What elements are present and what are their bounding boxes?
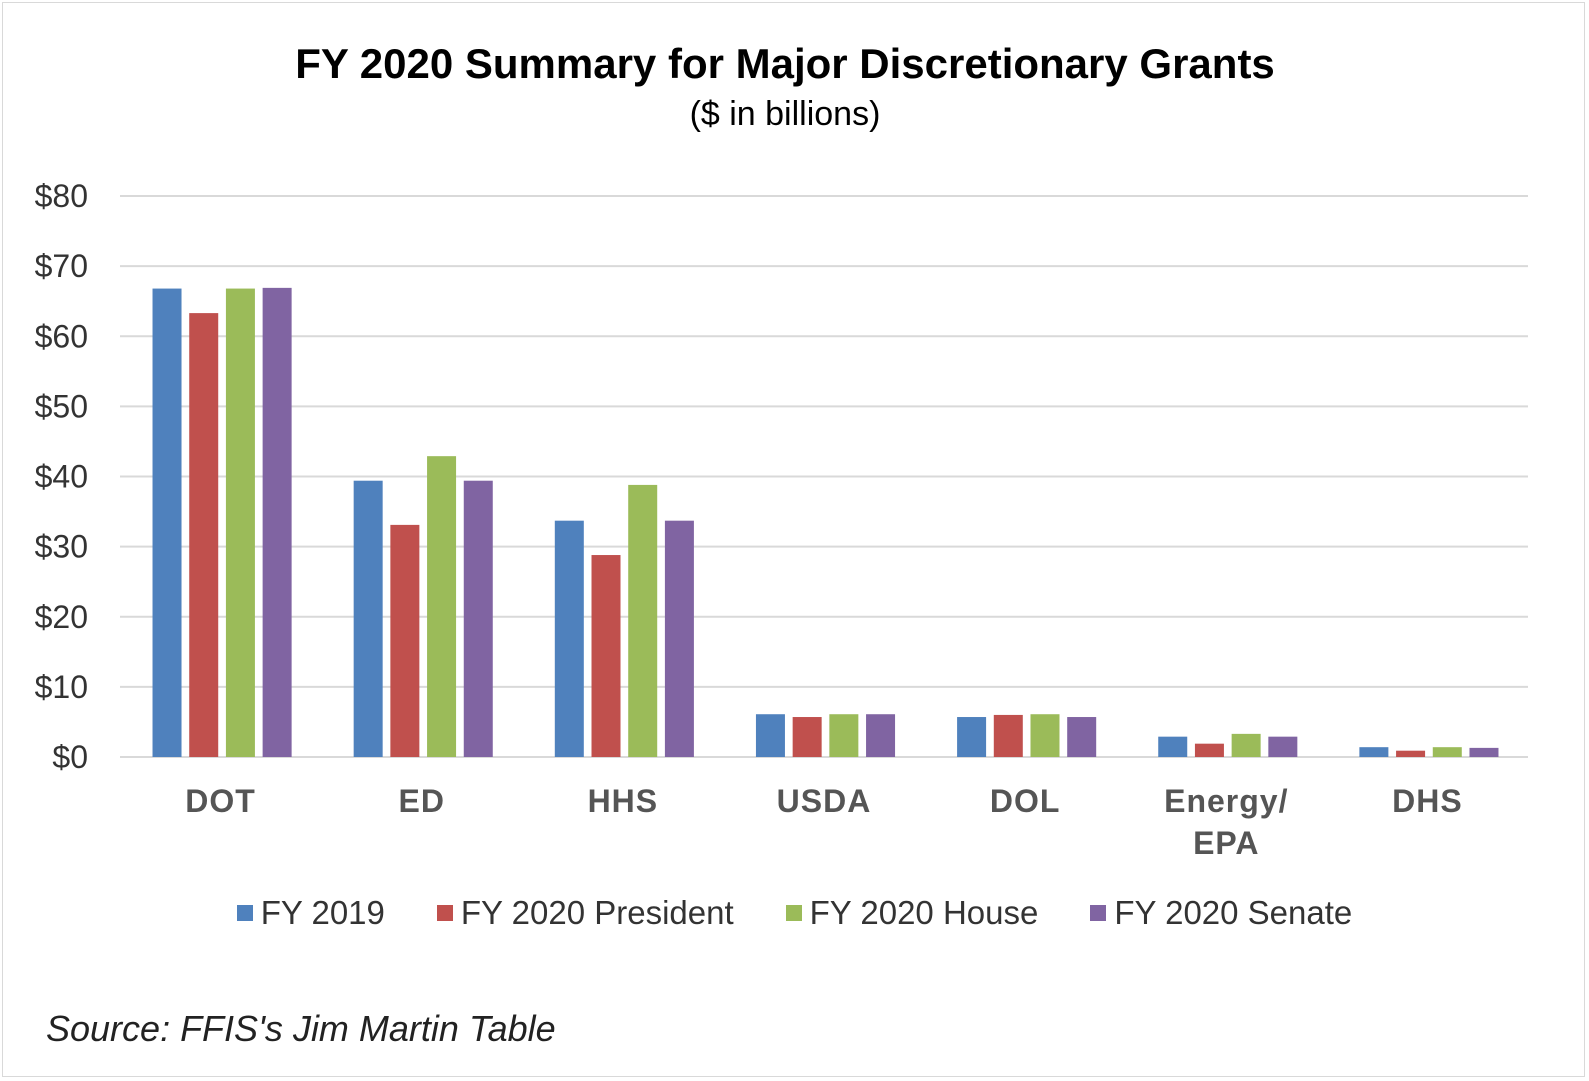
bar	[1194, 743, 1224, 757]
bar	[1359, 747, 1389, 757]
bar	[1432, 747, 1462, 757]
bar	[390, 524, 420, 757]
x-tick-label: Energy/ EPA	[1164, 783, 1289, 861]
bar	[866, 714, 896, 757]
x-tick-label: DOT	[185, 783, 256, 819]
y-tick-label: $10	[35, 669, 88, 705]
bar	[225, 288, 255, 757]
source-note: Source: FFIS's Jim Martin Table	[46, 1008, 556, 1049]
bar	[152, 288, 182, 757]
x-tick-label: HHS	[587, 783, 659, 819]
bar	[463, 480, 493, 757]
legend-swatch	[1090, 905, 1107, 921]
x-tick-label: USDA	[776, 783, 872, 819]
legend-label: FY 2019	[260, 894, 385, 931]
legend-item: FY 2020 House	[785, 894, 1039, 932]
y-tick-label: $80	[35, 178, 88, 214]
bar	[628, 484, 658, 757]
bar	[1067, 717, 1097, 757]
bar	[957, 717, 987, 757]
bar	[427, 456, 457, 757]
y-tick-label: $0	[52, 739, 88, 775]
bar	[664, 520, 694, 757]
y-tick-label: $70	[35, 248, 88, 284]
bar	[1030, 714, 1060, 757]
bar	[755, 714, 785, 757]
y-tick-label: $30	[35, 529, 88, 565]
chart-subtitle: ($ in billions)	[690, 95, 881, 133]
legend: FY 2019 FY 2020 President FY 2020 House FY …	[0, 894, 1589, 932]
legend-item: FY 2020 President	[436, 894, 734, 932]
y-tick-label: $60	[35, 318, 88, 354]
bar	[1469, 747, 1499, 757]
legend-swatch	[436, 905, 453, 921]
bar	[1231, 733, 1261, 757]
x-tick-label: DHS	[1392, 783, 1463, 819]
bar	[1396, 750, 1426, 757]
x-tick-label: DOL	[989, 783, 1061, 819]
legend-item: FY 2019	[236, 894, 385, 932]
bar	[353, 480, 383, 757]
legend-swatch	[236, 905, 253, 921]
chart-title: FY 2020 Summary for Major Discretionary …	[295, 40, 1275, 87]
y-tick-label: $50	[35, 388, 88, 424]
bar	[829, 714, 859, 757]
legend-label: FY 2020 President	[460, 894, 734, 931]
bar	[189, 313, 219, 757]
legend-swatch	[785, 905, 802, 921]
bar	[993, 714, 1023, 757]
legend-label: FY 2020 House	[809, 894, 1039, 931]
y-tick-label: $40	[35, 459, 88, 495]
legend-label: FY 2020 Senate	[1114, 894, 1353, 931]
y-tick-label: $20	[35, 599, 88, 635]
legend-item: FY 2020 Senate	[1090, 894, 1352, 932]
bar	[1268, 736, 1298, 757]
bar	[792, 717, 822, 757]
bar	[1158, 736, 1188, 757]
x-tick-label: ED	[398, 783, 445, 819]
bar	[262, 287, 292, 757]
bar	[554, 520, 584, 757]
bar	[591, 555, 621, 757]
